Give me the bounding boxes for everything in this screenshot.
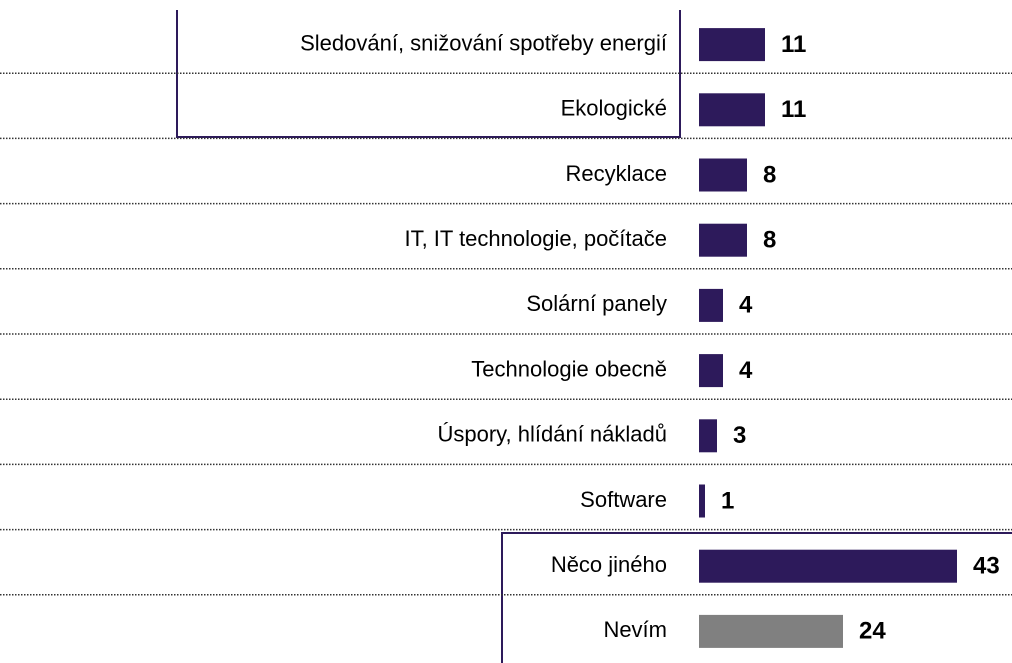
category-label: Recyklace xyxy=(566,161,667,186)
bar xyxy=(699,484,705,518)
value-label: 8 xyxy=(763,227,776,254)
bar xyxy=(699,158,747,192)
bar xyxy=(699,223,747,257)
value-label: 24 xyxy=(859,618,886,645)
category-label: Něco jiného xyxy=(551,552,667,577)
category-label: Úspory, hlídání nákladů xyxy=(437,422,667,447)
category-label: IT, IT technologie, počítače xyxy=(404,226,667,251)
category-label: Software xyxy=(580,487,667,512)
value-label: 43 xyxy=(973,553,1000,580)
bar xyxy=(699,549,957,583)
bar xyxy=(699,354,723,388)
bar xyxy=(699,288,723,322)
value-label: 4 xyxy=(739,357,753,384)
bar xyxy=(699,93,765,127)
rows: Sledování, snižování spotřeby energií 11 E… xyxy=(0,28,1012,648)
bar xyxy=(699,419,717,453)
category-label: Nevím xyxy=(603,617,667,642)
value-label: 1 xyxy=(721,487,734,514)
category-label: Technologie obecně xyxy=(471,356,667,381)
bar xyxy=(699,28,765,62)
highlight-box xyxy=(501,532,1012,663)
category-label: Solární panely xyxy=(526,291,667,316)
category-label: Sledování, snižování spotřeby energií xyxy=(300,30,667,55)
value-label: 11 xyxy=(781,96,806,123)
value-label: 3 xyxy=(733,422,746,449)
bar xyxy=(699,614,843,648)
value-label: 4 xyxy=(739,292,753,319)
category-label: Ekologické xyxy=(561,96,667,121)
value-label: 8 xyxy=(763,161,776,188)
value-label: 11 xyxy=(781,31,806,58)
